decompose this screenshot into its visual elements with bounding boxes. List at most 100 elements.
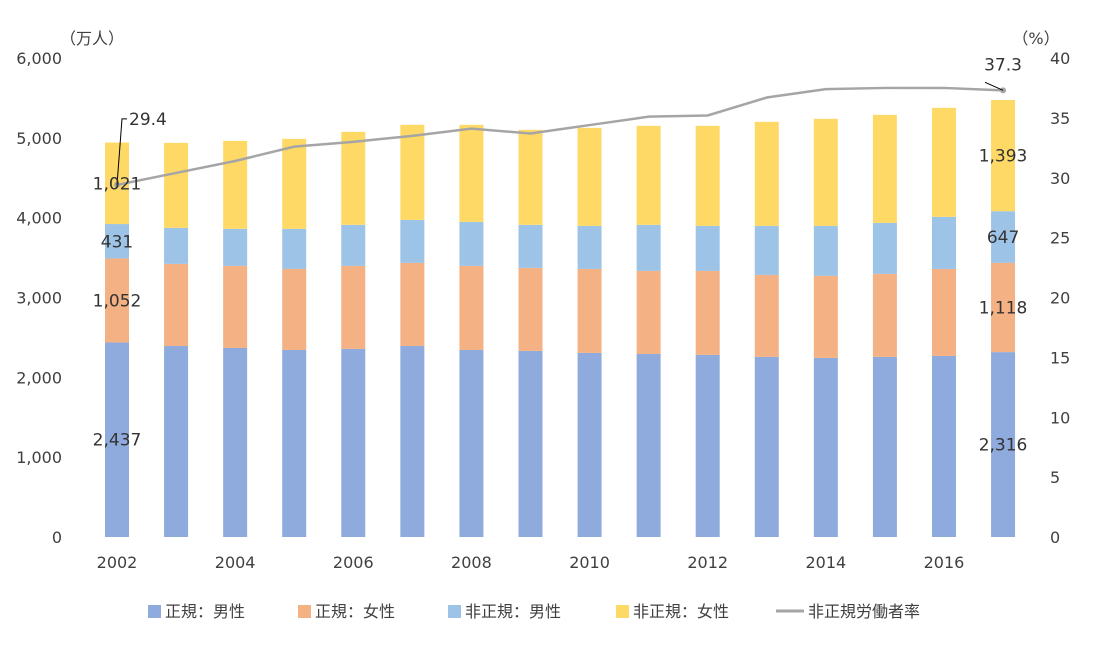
bar-segment (695, 354, 720, 537)
right-tick-label: 25 (1050, 229, 1070, 248)
bar-segment (695, 225, 720, 271)
bar-segment (223, 228, 248, 266)
right-tick-label: 30 (1050, 169, 1070, 188)
left-tick-label: 5,000 (16, 129, 62, 148)
bar-segment (991, 262, 1016, 353)
legend: 正規：男性 正規：女性 非正規：男性 非正規：女性 非正規労働者率 (148, 602, 920, 621)
bar-segment (223, 140, 248, 229)
rate-data-label: 29.4 (129, 110, 167, 130)
bar-segment (577, 225, 602, 269)
bar-segment (223, 265, 248, 348)
leader-line (984, 81, 1004, 91)
left-tick-label: 2,000 (16, 368, 62, 387)
bar-segment (754, 356, 779, 537)
bar-data-label: 1,118 (979, 298, 1028, 318)
left-tick-label: 6,000 (16, 49, 62, 68)
bar-segment (164, 263, 189, 346)
bar-segment (991, 352, 1016, 537)
bar-segment (636, 224, 661, 271)
bar-segment (577, 268, 602, 353)
bar-segment (341, 131, 366, 225)
right-tick-label: 10 (1050, 408, 1070, 427)
bar-data-label: 647 (987, 228, 1019, 248)
bar-segment (282, 228, 307, 269)
bar-segment (813, 225, 838, 276)
bar-segment (341, 265, 366, 349)
rate-data-label: 37.3 (984, 55, 1022, 75)
leader-line (116, 118, 127, 185)
x-tick-label: 2006 (333, 553, 374, 572)
legend-swatch (298, 605, 311, 618)
x-tick-label: 2012 (687, 553, 728, 572)
bar-segment (931, 268, 956, 356)
bar-segment (754, 225, 779, 275)
bar-segment (459, 124, 484, 222)
left-tick-label: 1,000 (16, 448, 62, 467)
bar-segment (164, 142, 189, 228)
bar-segment (931, 216, 956, 269)
bar-segment (754, 274, 779, 357)
bar-segment (164, 345, 189, 537)
legend-swatch (616, 605, 629, 618)
right-axis-ticks: 0 5 10 15 20 25 30 35 40 (1050, 49, 1070, 547)
bar-data-label: 2,316 (979, 436, 1028, 456)
bar-segment (518, 350, 543, 537)
bar-data-label: 1,393 (979, 147, 1028, 167)
bar-segment (459, 265, 484, 350)
bar-segment (223, 347, 248, 537)
bar-segment (341, 348, 366, 537)
bar-segment (931, 355, 956, 537)
bar-segment (400, 345, 425, 537)
x-tick-label: 2008 (451, 553, 492, 572)
left-tick-label: 4,000 (16, 209, 62, 228)
bar-segment (636, 353, 661, 537)
legend-label: 非正規：女性 (633, 602, 729, 621)
right-tick-label: 0 (1050, 528, 1060, 547)
left-axis-ticks: 0 1,000 2,000 3,000 4,000 5,000 6,000 (16, 49, 62, 547)
bar-segment (813, 118, 838, 226)
right-tick-label: 5 (1050, 468, 1060, 487)
x-tick-label: 2014 (805, 553, 846, 572)
bar-segment (518, 129, 543, 225)
bar-segment (282, 349, 307, 537)
x-axis-ticks: 2002 2004 2006 2008 2010 2012 2014 2016 (97, 553, 965, 572)
legend-label: 非正規労働者率 (808, 602, 920, 621)
bar-segment (400, 124, 425, 220)
rate-line (114, 81, 1007, 188)
rate-line-path (116, 86, 1004, 187)
x-tick-label: 2016 (924, 553, 965, 572)
bar-segment (695, 125, 720, 226)
right-axis-unit: （%） (1012, 29, 1059, 48)
bar-segment (105, 342, 129, 537)
bar-segment (931, 107, 956, 217)
bar-segment (991, 99, 1016, 212)
bar-segment (459, 221, 484, 266)
bar-segment (105, 224, 129, 259)
bar-segment (282, 268, 307, 350)
bars (105, 99, 1016, 537)
bar-segment (164, 227, 189, 264)
bar-data-label: 2,437 (93, 431, 142, 451)
bar-segment (518, 267, 543, 351)
right-tick-label: 15 (1050, 348, 1070, 367)
bar-segment (105, 258, 129, 343)
x-tick-label: 2004 (215, 553, 256, 572)
bar-data-label: 1,021 (93, 174, 142, 194)
bar-segment (872, 273, 897, 357)
bar-segment (813, 357, 838, 537)
data-labels: 2,437 2,316 1,052 1,118 431 647 1,021 1,393 29.4… (93, 55, 1028, 455)
legend-label: 非正規：男性 (465, 602, 561, 621)
bar-data-label: 1,052 (93, 291, 142, 311)
bar-segment (577, 352, 602, 537)
bar-segment (695, 270, 720, 355)
left-tick-label: 3,000 (16, 289, 62, 308)
bar-segment (400, 219, 425, 263)
bar-segment (872, 356, 897, 537)
legend-label: 正規：女性 (315, 602, 395, 621)
bar-segment (518, 224, 543, 268)
bar-segment (754, 121, 779, 226)
bar-segment (341, 224, 366, 266)
bar-segment (872, 222, 897, 274)
bar-segment (636, 125, 661, 225)
